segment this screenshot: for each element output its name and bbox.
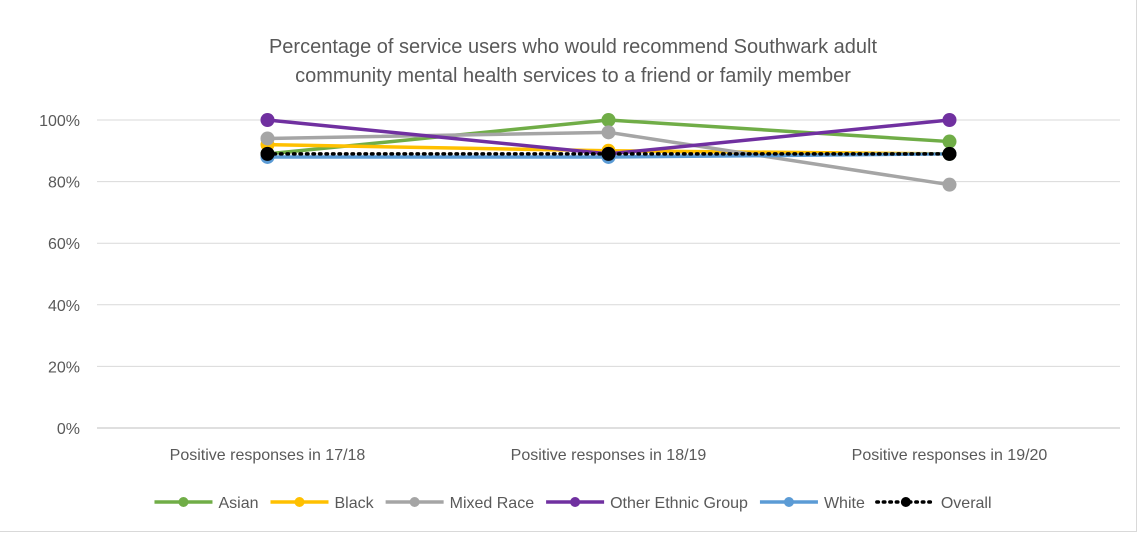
y-tick-label: 100% (39, 113, 80, 130)
data-point (601, 125, 616, 140)
x-tick-label: Positive responses in 18/19 (511, 447, 707, 464)
data-point (942, 146, 957, 161)
y-tick-label: 0% (57, 421, 80, 438)
legend-item-mixed-race: Mixed Race (385, 495, 535, 512)
series-mixed-race (260, 125, 957, 192)
chart-title-line-1: Percentage of service users who would re… (269, 36, 878, 58)
data-point (260, 131, 275, 146)
legend-label: Overall (941, 495, 992, 512)
legend-item-black: Black (270, 495, 375, 512)
legend-label: Other Ethnic Group (610, 495, 748, 512)
legend-item-overall: Overall (875, 495, 992, 512)
legend-swatch-marker (900, 497, 911, 507)
legend-swatch-marker (409, 497, 420, 507)
data-point (942, 177, 957, 192)
data-point (942, 113, 957, 127)
data-point (601, 146, 616, 161)
series-overall (260, 146, 957, 161)
legend-label: White (824, 495, 865, 512)
legend-item-other-ethnic-group: Other Ethnic Group (546, 495, 748, 512)
x-tick-label: Positive responses in 17/18 (170, 447, 366, 464)
y-tick-label: 80% (48, 175, 80, 192)
legend-swatch-marker (294, 497, 305, 507)
x-tick-label: Positive responses in 19/20 (852, 447, 1048, 464)
legend-swatch-marker (783, 497, 794, 507)
data-point (601, 113, 616, 127)
legend-label: Black (335, 495, 375, 512)
legend-item-asian: Asian (154, 495, 259, 512)
legend-item-white: White (759, 495, 865, 512)
legend-swatch-marker (570, 497, 581, 507)
legend-swatch-marker (178, 497, 189, 507)
data-point (260, 146, 275, 161)
legend-label: Asian (218, 495, 258, 512)
legend-label: Mixed Race (450, 495, 535, 512)
data-point (260, 113, 275, 127)
chart-title-line-2: community mental health services to a fr… (295, 65, 851, 87)
y-tick-label: 60% (48, 236, 80, 253)
data-point (942, 134, 957, 149)
y-tick-label: 20% (48, 359, 80, 376)
y-tick-label: 40% (48, 298, 80, 315)
